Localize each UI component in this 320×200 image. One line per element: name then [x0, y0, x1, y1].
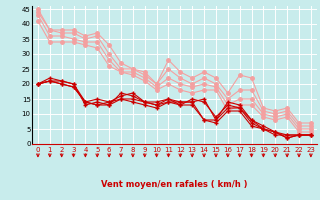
Text: Vent moyen/en rafales ( km/h ): Vent moyen/en rafales ( km/h ) [101, 180, 248, 189]
